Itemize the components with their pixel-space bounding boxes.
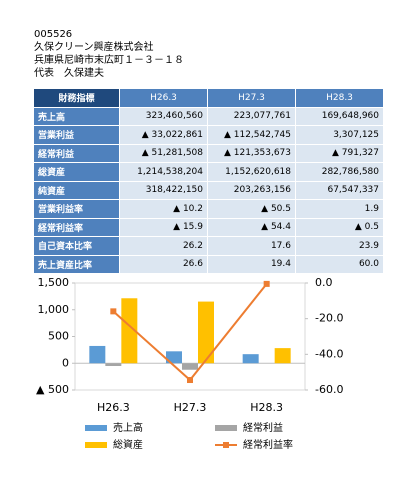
table-cell: ▲ 15.9 — [119, 217, 208, 237]
legend-label: 経常利益率 — [243, 438, 293, 451]
bar — [274, 348, 291, 364]
x-tick-label: H27.3 — [174, 401, 207, 414]
table-cell: ▲ 121,353,673 — [207, 143, 296, 163]
table-cell: ▲ 791,327 — [295, 143, 384, 163]
table-cell: 経常利益率 — [33, 217, 120, 237]
table-cell: 売上高 — [33, 106, 120, 126]
legend-swatch — [85, 425, 107, 431]
table-row: 売上高 323,460,560 223,077,761 169,648,960 — [33, 106, 384, 126]
x-tick-label: H26.3 — [97, 401, 130, 414]
bar — [166, 351, 182, 364]
bar — [242, 354, 259, 364]
table-cell: 純資産 — [33, 180, 120, 200]
bar — [105, 363, 122, 366]
bar — [121, 298, 138, 364]
table-cell: 282,786,580 — [295, 162, 384, 182]
table-cell: 経常利益 — [33, 143, 120, 163]
table-cell: 323,460,560 — [119, 106, 208, 126]
table-cell: 26.6 — [119, 254, 208, 274]
legend-swatch — [215, 425, 237, 431]
bar — [198, 301, 214, 364]
table-cell: 営業利益 — [33, 125, 120, 145]
table-cell: 223,077,761 — [207, 106, 296, 126]
y-tick-label: 0 — [62, 356, 69, 369]
table-cell: 売上資産比率 — [33, 254, 120, 274]
representative: 代表 久保建夫 — [34, 68, 104, 79]
legend-marker — [223, 442, 229, 448]
table-cell: 自己資本比率 — [33, 236, 120, 256]
address: 兵庫県尼崎市末広町１－３－１８ — [34, 55, 184, 66]
financial-table: 財務指標 H26.3 H27.3 H28.3 売上高 323,460,560 223,077… — [33, 88, 384, 274]
legend-label: 売上高 — [113, 421, 143, 434]
bar — [182, 363, 198, 370]
y2-tick-label: -40.0 — [315, 347, 343, 360]
table-row: 財務指標 H26.3 H27.3 H28.3 — [33, 88, 384, 108]
y-tick-label: ▲ 500 — [36, 383, 69, 396]
table-cell: ▲ 54.4 — [207, 217, 296, 237]
table-row: 営業利益率 ▲ 10.2 ▲ 50.5 1.9 — [33, 199, 384, 219]
table-cell: 1,214,538,204 — [119, 162, 208, 182]
table-cell: 財務指標 — [33, 88, 120, 108]
company: 久保クリーン興産株式会社 — [34, 42, 154, 53]
table-row: 純資産 318,422,150 203,263,156 67,547,337 — [33, 180, 384, 200]
plot-frame — [74, 282, 306, 391]
table-cell: 67,547,337 — [295, 180, 384, 200]
table-cell: H28.3 — [295, 88, 384, 108]
table-row: 営業利益 ▲ 33,022,861 ▲ 112,542,745 3,307,125 — [33, 125, 384, 145]
y-tick-label: 1,500 — [38, 276, 70, 289]
table-cell: ▲ 50.5 — [207, 199, 296, 219]
table-cell: ▲ 51,281,508 — [119, 143, 208, 163]
table-row: 総資産 1,214,538,204 1,152,620,618 282,786,580 — [33, 162, 384, 182]
table-cell: 23.9 — [295, 236, 384, 256]
line-marker — [263, 280, 270, 287]
y2-tick-label: -20.0 — [315, 312, 343, 325]
y2-tick-label: -60.0 — [315, 383, 343, 396]
chart: ▲ 500 0 500 1,000 1,500 0.0 -20.0 -40.0 -60.0 H26… — [36, 276, 343, 451]
table-row: 経常利益率 ▲ 15.9 ▲ 54.4 ▲ 0.5 — [33, 217, 384, 237]
y-tick-label: 1,000 — [38, 303, 70, 316]
x-tick-label: H28.3 — [250, 401, 283, 414]
table-cell: 17.6 — [207, 236, 296, 256]
table-cell: 169,648,960 — [295, 106, 384, 126]
line-marker — [110, 308, 117, 315]
y2-tick-label: 0.0 — [315, 276, 333, 289]
table-cell: 1.9 — [295, 199, 384, 219]
table-cell: ▲ 112,542,745 — [207, 125, 296, 145]
table-cell: H26.3 — [119, 88, 208, 108]
header: 005526 久保クリーン興産株式会社 兵庫県尼崎市末広町１－３－１８ 代表 久… — [34, 28, 184, 80]
legend-label: 経常利益 — [243, 421, 283, 434]
table-row: 経常利益 ▲ 51,281,508 ▲ 121,353,673 ▲ 791,327 — [33, 143, 384, 163]
table-cell: H27.3 — [207, 88, 296, 108]
legend-swatch — [85, 442, 107, 448]
table-row: 自己資本比率 26.2 17.6 23.9 — [33, 236, 384, 256]
code: 005526 — [34, 29, 73, 40]
table-cell: 3,307,125 — [295, 125, 384, 145]
table-cell: 318,422,150 — [119, 180, 208, 200]
table-cell: 1,152,620,618 — [207, 162, 296, 182]
table-row: 売上資産比率 26.6 19.4 60.0 — [33, 254, 384, 274]
table-cell: ▲ 0.5 — [295, 217, 384, 237]
table-cell: 26.2 — [119, 236, 208, 256]
table-cell: 総資産 — [33, 162, 120, 182]
table-cell: 60.0 — [295, 254, 384, 274]
table-cell: 19.4 — [207, 254, 296, 274]
bar — [89, 345, 106, 364]
table-cell: 営業利益率 — [33, 199, 120, 219]
table-cell: 203,263,156 — [207, 180, 296, 200]
legend-label: 総資産 — [113, 438, 143, 451]
line-marker — [187, 377, 193, 384]
table-cell: ▲ 10.2 — [119, 199, 208, 219]
table-cell: ▲ 33,022,861 — [119, 125, 208, 145]
y-tick-label: 500 — [48, 330, 69, 343]
